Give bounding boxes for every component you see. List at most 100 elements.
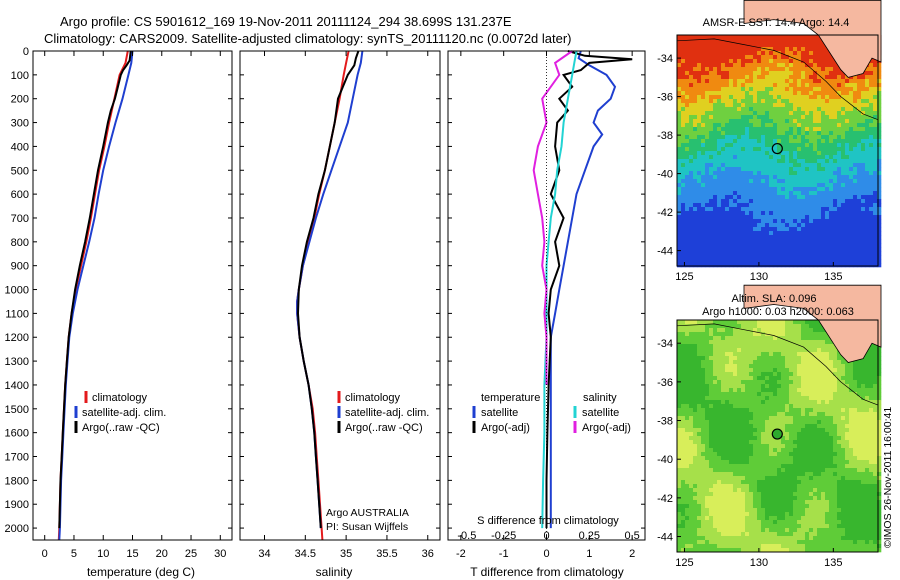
- y-tick-label: 0: [23, 46, 29, 58]
- salinity-series-0-climatology-line: [296, 50, 350, 541]
- argo-country-note: Argo AUSTRALIA: [326, 507, 409, 519]
- sst_map-frame: [676, 34, 879, 267]
- map-x-tick-label: 130: [750, 271, 768, 283]
- y-tick-label: 1900: [5, 499, 29, 511]
- map-x-tick-label: 125: [675, 557, 693, 569]
- y-tick-label: 1700: [5, 452, 29, 464]
- salinity-plot-frame: [239, 50, 441, 541]
- x-tick-label: 36: [422, 548, 434, 560]
- x-tick-label: 0: [543, 548, 549, 560]
- map-x-tick-label: 135: [824, 557, 842, 569]
- x-tick-label: 30: [214, 548, 226, 560]
- temperature-series-1-satellite-adj-clim--line: [58, 50, 134, 541]
- legend-label-satellite-clim: satellite-adj. clim.: [82, 407, 166, 419]
- map-y-tick-label: -40: [657, 169, 673, 181]
- temperature-legend: climatology satellite-adj. clim. Argo(..…: [74, 391, 166, 434]
- y-tick-label: 1300: [5, 356, 29, 368]
- difference-series-0-satellite-line: [549, 50, 617, 529]
- pi-note: PI: Susan Wijffels: [326, 521, 408, 533]
- s-difference-label: S difference from climatology: [477, 515, 619, 527]
- sst-map-title: AMSR-E SST: 14.4 Argo: 14.4: [703, 17, 850, 29]
- legend-head-salinity: salinity: [583, 392, 617, 404]
- legend-label-climatology-sal: climatology: [345, 392, 401, 404]
- x-tick-label: 34.5: [295, 548, 316, 560]
- x-tick-label: -2: [456, 548, 466, 560]
- argo-position-marker: [771, 428, 783, 440]
- temperature-series-2-argo-raw-qc--line: [58, 50, 132, 529]
- legend-label-s-satellite: satellite: [582, 407, 619, 419]
- y-tick-label: 1400: [5, 380, 29, 392]
- y-tick-label: 1800: [5, 475, 29, 487]
- top-tick-label: -0.5: [457, 530, 476, 542]
- sst-map-panel: 125 130 135 -34 -36 -38 -40 -42 -44: [657, 0, 882, 283]
- legend-label-t-satellite: satellite: [481, 407, 518, 419]
- map-y-tick-label: -36: [657, 92, 673, 104]
- temperature-plot-frame: [32, 50, 233, 541]
- x-tick-label: 1: [586, 548, 592, 560]
- map-y-tick-label: -42: [657, 207, 673, 219]
- map-x-tick-label: 130: [750, 557, 768, 569]
- shelf-contour: [676, 323, 879, 406]
- salinity-xlabel: salinity: [316, 565, 353, 579]
- map-y-tick-label: -38: [657, 416, 673, 428]
- header-line-2: Climatology: CARS2009. Satellite-adjuste…: [44, 31, 572, 46]
- land-mass: [743, 0, 882, 78]
- y-tick-label: 600: [11, 189, 29, 201]
- sla-map-panel: 125 130 135 -34 -36 -38 -40 -42 -44: [657, 284, 882, 569]
- x-tick-label: 5: [71, 548, 77, 560]
- y-tick-label: 300: [11, 118, 29, 130]
- sla-map-title: Altim. SLA: 0.096: [732, 293, 817, 305]
- sla_map-frame: [676, 319, 879, 553]
- y-tick-label: 400: [11, 141, 29, 153]
- temperature-xlabel: temperature (deg C): [87, 565, 195, 579]
- difference-series-2-satellite-line: [541, 50, 578, 529]
- legend-label-argo: Argo(..raw -QC): [82, 422, 160, 434]
- map-y-tick-label: -44: [657, 246, 673, 258]
- salinity-legend: climatology satellite-adj. clim. Argo(..…: [326, 391, 429, 533]
- header-line-1: Argo profile: CS 5901612_169 19-Nov-2011…: [60, 14, 512, 29]
- x-tick-label: 35.5: [376, 548, 397, 560]
- map-y-tick-label: -36: [657, 377, 673, 389]
- legend-label-climatology: climatology: [92, 392, 148, 404]
- sla-map-subtitle: Argo h1000: 0.03 h2000: 0.063: [702, 306, 854, 318]
- map-x-tick-label: 125: [675, 271, 693, 283]
- y-tick-label: 2000: [5, 523, 29, 535]
- map-y-tick-label: -44: [657, 532, 673, 544]
- difference-xlabel: T difference from climatology: [470, 565, 624, 579]
- y-tick-label: 200: [11, 94, 29, 106]
- legend-label-argo-sal: Argo(..raw -QC): [345, 422, 423, 434]
- argo-position-marker: [771, 142, 783, 155]
- x-tick-label: 10: [97, 548, 109, 560]
- map-x-tick-label: 135: [824, 271, 842, 283]
- x-tick-label: -1: [499, 548, 509, 560]
- salinity-series-1-satellite-adj-clim--line: [296, 50, 364, 529]
- legend-head-temperature: temperature: [481, 392, 540, 404]
- map-y-tick-label: -38: [657, 130, 673, 142]
- difference-series-3-argo-adj--line: [532, 50, 573, 385]
- y-tick-label: 700: [11, 213, 29, 225]
- legend-label-t-argo: Argo(-adj): [481, 422, 530, 434]
- salinity-series-2-argo-raw-qc--line: [296, 50, 360, 529]
- map-y-tick-label: -40: [657, 454, 673, 466]
- y-tick-label: 1000: [5, 285, 29, 297]
- y-tick-label: 1100: [5, 308, 29, 320]
- salinity-profile-panel: 34 34.5 35 35.5 36: [239, 50, 441, 560]
- temperature-series-0-climatology-line: [57, 50, 129, 541]
- y-tick-label: 1500: [5, 404, 29, 416]
- legend-label-s-argo: Argo(-adj): [582, 422, 631, 434]
- x-tick-label: 2: [629, 548, 635, 560]
- x-tick-label: 20: [156, 548, 168, 560]
- y-tick-label: 1200: [5, 332, 29, 344]
- map-y-tick-label: -34: [657, 338, 673, 350]
- shelf-contour: [676, 38, 879, 121]
- x-tick-label: 0: [42, 548, 48, 560]
- imos-credit: ©IMOS 26-Nov-2011 16:00:41: [882, 407, 894, 548]
- y-tick-label: 900: [11, 261, 29, 273]
- map-y-tick-label: -34: [657, 53, 673, 65]
- x-tick-label: 34: [258, 548, 270, 560]
- y-tick-label: 800: [11, 237, 29, 249]
- temperature-profile-panel: 0 5 10 15 20 25 300100200300400500600700800900…: [5, 46, 233, 560]
- x-tick-label: 25: [185, 548, 197, 560]
